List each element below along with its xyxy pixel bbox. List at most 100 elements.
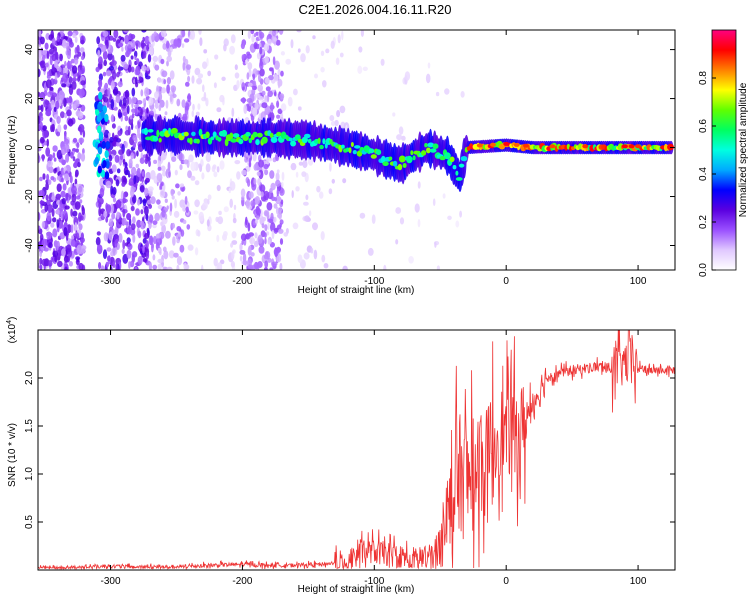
spectrogram-cell <box>105 180 112 189</box>
spectrogram-cell <box>152 224 157 229</box>
spectrogram-cell <box>61 83 67 88</box>
spectrogram-cell <box>45 110 52 117</box>
spectrogram-cell <box>41 154 45 162</box>
spectrogram-cell <box>168 250 175 259</box>
spectrogram-cell <box>635 144 642 149</box>
spectrogram-cell <box>181 206 186 212</box>
spectrogram-cell <box>99 177 105 188</box>
spectrogram-cell <box>358 46 363 53</box>
spectrogram-cell <box>296 30 302 33</box>
spectrogram-cell <box>76 44 80 54</box>
spectrogram-cell <box>50 176 55 181</box>
spectrogram-cell <box>144 87 150 97</box>
spectrogram-cell <box>401 135 406 141</box>
spectrogram-cell <box>194 67 201 76</box>
spectrogram-cell <box>159 189 166 198</box>
spectrogram-cell <box>79 88 85 97</box>
spectrogram-cell <box>442 193 446 199</box>
spectrogram-cell <box>395 239 399 245</box>
spectrogram-cell <box>258 73 261 83</box>
spectrogram-cell <box>63 97 67 108</box>
spectrogram-cell <box>133 104 140 109</box>
colorbar: 0.0 0.2 0.4 0.6 0.8 Normalized spectral ampl… <box>698 29 749 277</box>
spectrogram-cell <box>137 255 143 266</box>
spectrogram-cell <box>135 163 139 168</box>
spectrogram-cell <box>392 160 398 167</box>
spectrogram-cell <box>203 91 207 101</box>
spectrogram-cell <box>278 211 282 220</box>
spectrogram-cell <box>96 231 101 236</box>
y-tick-label: 40 <box>24 44 35 56</box>
spectrogram-cell <box>375 149 382 156</box>
spectrogram-cell <box>42 173 46 180</box>
snr-x-label: Height of straight line (km) <box>298 584 415 595</box>
spectrogram-cell <box>301 171 307 178</box>
spectrogram-cell <box>142 198 147 207</box>
spectrogram-cell <box>102 50 108 60</box>
spectrogram-cell <box>100 265 105 270</box>
spectrogram-cell <box>161 70 168 78</box>
colorbar-frame <box>711 29 737 271</box>
spectrogram-cell <box>53 157 57 162</box>
spectrogram-cell <box>126 96 129 106</box>
spectrogram-cell <box>52 228 58 238</box>
spectrogram-cell <box>105 261 110 268</box>
spectrogram-cell <box>216 166 220 173</box>
spectrogram-cell <box>73 216 79 226</box>
spectrogram-cell <box>45 62 49 68</box>
spectrogram-cell <box>108 218 114 228</box>
spectrogram-cell <box>128 158 133 167</box>
spectrogram-cell <box>121 248 125 254</box>
spectrogram-cell <box>122 239 126 250</box>
spectrogram-cell <box>308 210 312 217</box>
spectrogram-cell <box>238 138 244 145</box>
snr-panel: -300 -200 -100 0 100 0.5 1.0 1.5 2.0 Height of … <box>6 317 676 595</box>
spectrogram-cell <box>98 78 103 89</box>
spectrogram-cell <box>139 185 145 193</box>
spectrogram-cell <box>197 230 201 237</box>
spectrogram-cell <box>136 58 140 65</box>
spectrogram-cell <box>368 148 375 154</box>
spectrogram-cell <box>304 133 311 139</box>
spectrogram-cell <box>140 40 145 49</box>
spectrogram-cell <box>41 50 47 56</box>
spectrogram-cell <box>118 149 124 156</box>
spectrogram-cell <box>253 33 257 38</box>
spectrogram-cell <box>82 84 86 90</box>
spectrogram-cell <box>139 157 145 164</box>
spectrogram-cell <box>80 39 85 45</box>
spectrogram-cell <box>316 185 321 193</box>
spectrogram-cell <box>157 166 162 171</box>
spectrogram-cell <box>247 30 251 39</box>
spectrogram-cell <box>307 156 314 166</box>
spectrogram-cell <box>39 91 46 102</box>
spectrogram-cell <box>264 169 269 176</box>
spectrogram-cell <box>317 137 321 144</box>
spectrogram-cell <box>205 163 211 173</box>
spectrogram-cell <box>105 141 111 150</box>
spectrogram-cell <box>111 60 117 66</box>
spectrogram-cell <box>395 207 402 214</box>
spectrogram-marks <box>38 30 674 270</box>
colorbar-ticks: 0.0 0.2 0.4 0.6 0.8 <box>698 71 716 277</box>
spectrogram-cell <box>275 179 281 187</box>
spectrogram-cell <box>39 115 44 122</box>
spectrogram-cell <box>69 104 72 110</box>
spectrogram-cell <box>124 89 130 99</box>
spectrogram-cell <box>98 262 102 270</box>
spectrogram-cell <box>44 42 49 50</box>
spectrogram-cell <box>425 73 431 84</box>
spectrogram-cell <box>161 156 165 161</box>
spectrogram-cell <box>171 195 175 200</box>
spectrogram-cell <box>160 30 167 38</box>
spectrogram-cell <box>77 162 81 168</box>
spectrogram-cell <box>152 135 159 142</box>
spectrogram-cell <box>290 140 297 147</box>
spectrogram-cell <box>275 194 281 205</box>
spectrogram-cell <box>152 254 156 261</box>
spectrogram-cell <box>144 187 149 197</box>
spectrogram-cell <box>260 191 264 198</box>
spectrogram-cell <box>100 44 107 53</box>
spectrogram-cell <box>288 137 293 142</box>
spectrogram-cell <box>38 68 41 78</box>
